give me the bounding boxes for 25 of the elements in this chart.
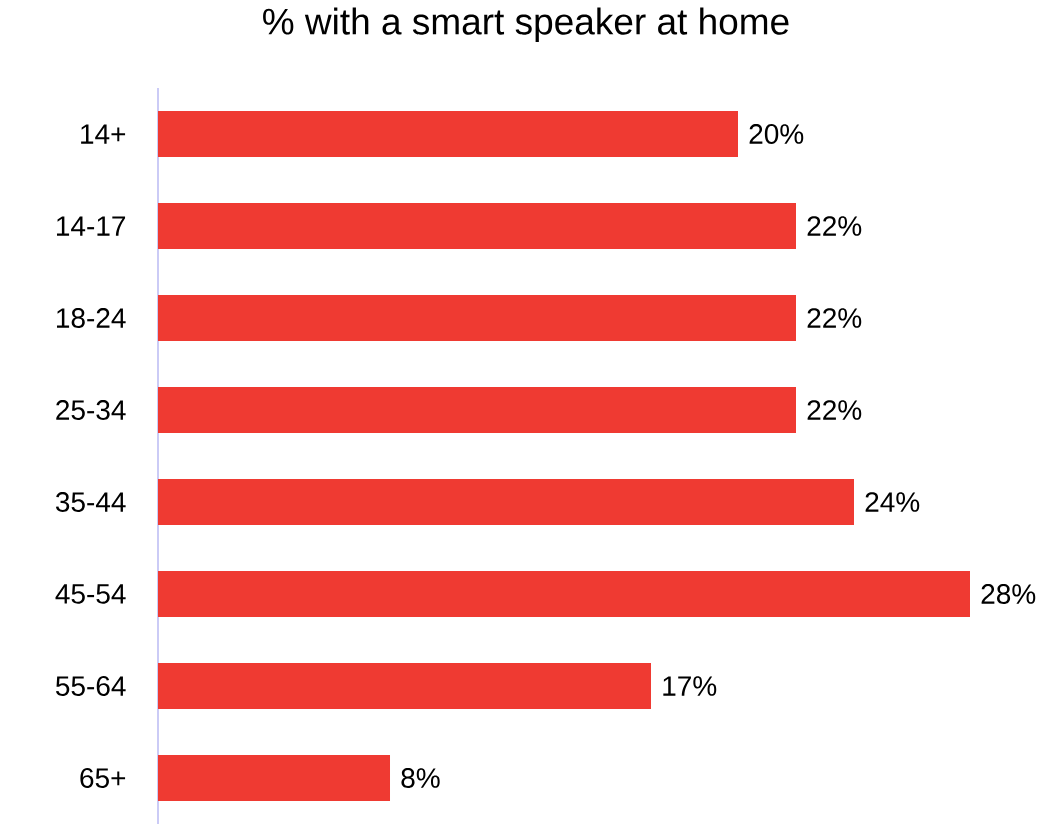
bar: [158, 571, 970, 617]
y-tick-label: 55-64: [55, 676, 126, 696]
data-label: 22%: [807, 216, 862, 236]
data-label: 8%: [401, 768, 440, 788]
data-label: 17%: [663, 676, 717, 696]
bar: [158, 663, 651, 709]
bar: [158, 203, 796, 250]
data-label: 22%: [807, 400, 862, 420]
bar: [158, 479, 854, 526]
data-label: 28%: [981, 584, 1036, 604]
y-tick-label: 45-54: [55, 584, 126, 604]
data-label: 20%: [749, 124, 804, 144]
bar: [158, 295, 796, 342]
bar: [158, 755, 390, 801]
data-label: 22%: [807, 308, 862, 328]
y-tick-label: 14+: [81, 124, 126, 144]
bar: [158, 111, 738, 158]
data-label: 24%: [865, 492, 920, 512]
y-tick-label: 35-44: [55, 492, 126, 512]
y-tick-label: 65+: [80, 768, 126, 788]
chart-title: % with a smart speaker at home: [263, 7, 789, 43]
y-tick-label: 18-24: [56, 308, 126, 328]
y-tick-label: 14-17: [56, 216, 126, 236]
y-tick-label: 25-34: [56, 400, 126, 420]
bar: [158, 387, 796, 433]
